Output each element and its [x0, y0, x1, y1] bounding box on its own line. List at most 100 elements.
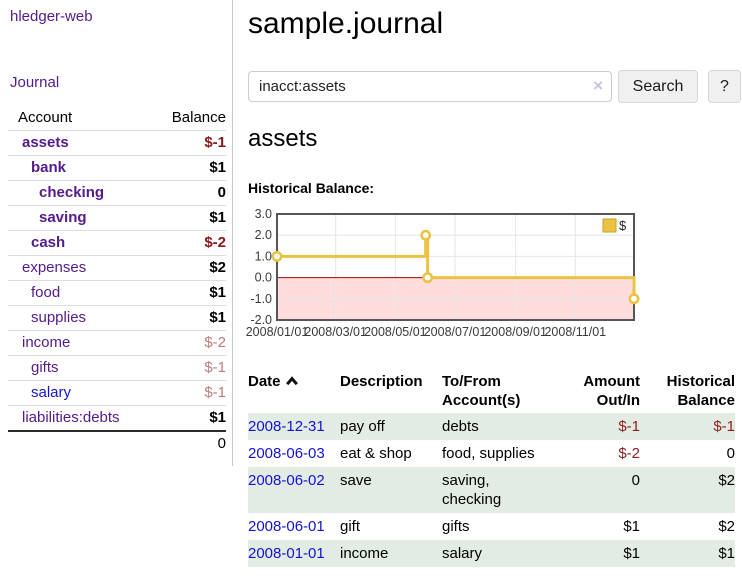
account-link-liabilities-debts[interactable]: liabilities:debts — [22, 409, 120, 426]
svg-text:2008/03/01: 2008/03/01 — [304, 325, 367, 339]
account-balance: $-2 — [204, 234, 226, 251]
svg-text:$: $ — [619, 218, 627, 233]
svg-text:2008/05/01: 2008/05/01 — [364, 325, 427, 339]
historical-balance-label: Historical Balance: — [248, 180, 375, 196]
transaction-balance: $2 — [718, 518, 735, 535]
account-balance: $1 — [209, 209, 226, 226]
clear-x-icon[interactable]: × — [593, 76, 603, 95]
transaction-description: income — [340, 545, 389, 562]
accounts-total-value: 0 — [217, 435, 226, 452]
account-row-bank: bank $1 — [8, 155, 226, 181]
transaction-amount: $-1 — [618, 418, 640, 435]
transaction-accounts: salary — [442, 545, 483, 562]
transaction-description: save — [340, 472, 372, 489]
account-link-food[interactable]: food — [31, 284, 61, 301]
register-table: Date Description To/From Account(s) Amou… — [248, 369, 735, 567]
account-link-income[interactable]: income — [22, 334, 71, 351]
account-link-expenses[interactable]: expenses — [22, 259, 87, 276]
account-balance: $1 — [209, 284, 226, 301]
svg-text:1.0: 1.0 — [255, 249, 272, 263]
transaction-amount: $1 — [623, 518, 640, 535]
account-balance-table: Account Balance assets $-1 bank $1 check… — [8, 106, 226, 456]
sidebar-item-journal[interactable]: Journal — [10, 74, 60, 91]
register-header-description: Description — [340, 373, 423, 390]
register-header-balance: Historical Balance — [666, 373, 735, 409]
svg-text:3.0: 3.0 — [255, 208, 272, 221]
account-row-expenses: expenses $2 — [8, 255, 226, 281]
transaction-balance: $2 — [718, 472, 735, 489]
account-link-gifts[interactable]: gifts — [31, 359, 59, 376]
help-button[interactable]: ? — [708, 70, 741, 103]
balance-column-header: Balance — [171, 109, 226, 126]
chevron-up-icon — [285, 376, 298, 386]
transaction-date-link[interactable]: 2008-01-01 — [248, 545, 325, 562]
account-balance: $-1 — [204, 134, 226, 151]
transaction-description: gift — [340, 518, 361, 535]
account-column-header: Account — [18, 109, 73, 126]
account-link-cash[interactable]: cash — [31, 234, 66, 251]
account-row-food: food $1 — [8, 280, 226, 306]
register-header-accounts: To/From Account(s) — [442, 373, 521, 409]
page-title: sample.journal — [248, 7, 444, 40]
svg-text:2.0: 2.0 — [255, 228, 272, 242]
transaction-balance: 0 — [726, 445, 735, 462]
historical-balance-chart: $3.0 2.0 1.0 0.0 -1.0 -2.0 2008/01/01 2008/03/0… — [244, 207, 742, 347]
search-input[interactable] — [248, 71, 612, 102]
account-balance: $1 — [209, 309, 226, 326]
register-header-row: Date Description To/From Account(s) Amou… — [248, 369, 735, 413]
account-balance: $1 — [209, 159, 226, 176]
account-row-liabilities-debts: liabilities:debts $1 — [8, 405, 226, 432]
register-row: 2008-12-31 pay off debts $-1 $-1 — [248, 413, 735, 440]
transaction-date-link[interactable]: 2008-06-02 — [248, 472, 325, 489]
register-row: 2008-06-03 eat & shop food, supplies $-2… — [248, 440, 735, 467]
search-form: × Search ? — [248, 70, 742, 103]
transaction-accounts: debts — [442, 418, 479, 435]
account-row-salary: salary $-1 — [8, 380, 226, 406]
sidebar: hledger-web Journal Account Balance asse… — [0, 0, 233, 466]
account-balance: 0 — [217, 184, 226, 201]
register-header-amount: Amount Out/In — [583, 373, 640, 409]
svg-text:2008/11/01: 2008/11/01 — [544, 325, 606, 339]
register-row: 2008-06-02 save saving, checking 0 $2 — [248, 467, 735, 513]
register-row: 2008-06-01 gift gifts $1 $2 — [248, 513, 735, 540]
account-link-salary[interactable]: salary — [31, 384, 72, 401]
transaction-amount: $-2 — [618, 445, 640, 462]
account-row-checking: checking 0 — [8, 180, 226, 206]
transaction-description: eat & shop — [340, 445, 412, 462]
register-row: 2008-01-01 income salary $1 $1 — [248, 540, 735, 567]
svg-text:0.0: 0.0 — [255, 271, 272, 285]
account-row-cash: cash $-2 — [8, 230, 226, 256]
transaction-date-link[interactable]: 2008-12-31 — [248, 418, 325, 435]
transaction-amount: $1 — [623, 545, 640, 562]
transaction-balance: $-1 — [713, 418, 735, 435]
brand-link[interactable]: hledger-web — [10, 8, 93, 25]
account-row-gifts: gifts $-1 — [8, 355, 226, 381]
transaction-accounts: food, supplies — [442, 445, 535, 462]
svg-text:2008/01/01: 2008/01/01 — [246, 325, 309, 339]
account-balance: $2 — [209, 259, 226, 276]
transaction-amount: 0 — [631, 472, 640, 489]
search-button[interactable]: Search — [618, 70, 698, 103]
account-row-supplies: supplies $1 — [8, 305, 226, 331]
svg-text:2008/09/01: 2008/09/01 — [484, 325, 547, 339]
account-row-saving: saving $1 — [8, 205, 226, 231]
chart-canvas: $3.0 2.0 1.0 0.0 -1.0 -2.02008/01/012008/03/0… — [246, 207, 640, 339]
account-link-supplies[interactable]: supplies — [31, 309, 87, 326]
account-link-checking[interactable]: checking — [39, 184, 105, 201]
account-balance: $-2 — [204, 334, 226, 351]
transaction-balance: $1 — [718, 545, 735, 562]
transaction-description: pay off — [340, 418, 385, 435]
account-row-income: income $-2 — [8, 330, 226, 356]
svg-text:-1.0: -1.0 — [250, 292, 272, 306]
svg-text:2008/07/01: 2008/07/01 — [424, 325, 487, 339]
account-link-saving[interactable]: saving — [39, 209, 87, 226]
register-header-date[interactable]: Date — [248, 369, 340, 413]
account-row-assets: assets $-1 — [8, 130, 226, 156]
transaction-date-link[interactable]: 2008-06-03 — [248, 445, 325, 462]
main-content: sample.journal × Search ? assets Histori… — [246, 0, 742, 567]
account-link-bank[interactable]: bank — [31, 159, 67, 176]
transaction-accounts: gifts — [442, 518, 470, 535]
account-link-assets[interactable]: assets — [22, 134, 69, 151]
transaction-date-link[interactable]: 2008-06-01 — [248, 518, 325, 535]
